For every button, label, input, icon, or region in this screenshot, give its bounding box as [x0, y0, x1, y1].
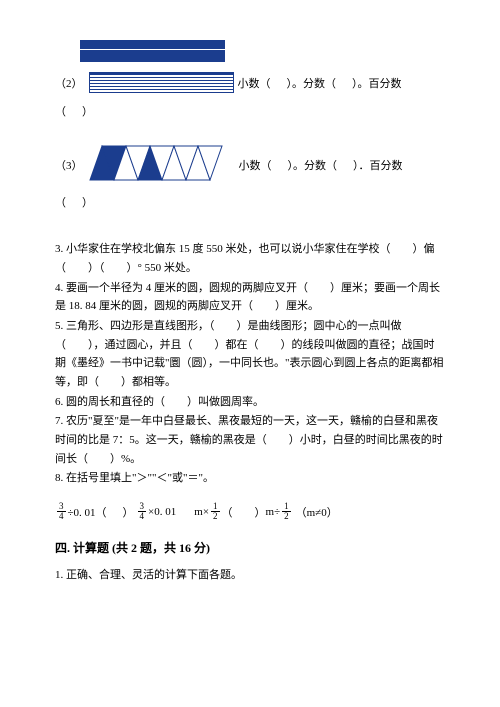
q2-tail-open: （	[55, 103, 66, 119]
q2-text-fraction: ）。分数（	[287, 75, 337, 91]
math-item-1: 34 ÷0. 01（ ） 34 ×0. 01	[55, 502, 176, 521]
question-5: 5. 三角形、四边形是直线图形，（ ）是曲线图形；圆中心的一点叫做（ ），通过圆…	[55, 317, 445, 392]
frac-den: 4	[138, 512, 147, 521]
q3-tail-open: （	[55, 194, 66, 210]
section-4-sub1: 1. 正确、合理、灵活的计算下面各题。	[55, 566, 445, 582]
math-lhs: m×	[194, 506, 209, 518]
math-mid: ）	[123, 504, 134, 520]
question-6: 6. 圆的周长和直径的（ ）叫做圆周率。	[55, 393, 445, 412]
q2-label: （2）	[55, 75, 83, 91]
q2-figure-top	[80, 40, 445, 62]
q3-tail-close: ）	[82, 194, 93, 210]
q3-text-percent: ）．百分数	[353, 157, 403, 173]
q2-figure-bottom	[89, 72, 234, 93]
math-tail: ×0. 01	[148, 506, 176, 518]
q3-text-fraction: ）。分数（	[288, 157, 338, 173]
frac-den: 2	[282, 512, 291, 521]
frac-den: 4	[57, 512, 66, 521]
question-8: 8. 在括号里填上"＞""＜"或"＝"。	[55, 469, 445, 488]
math-cond: （m≠0）	[296, 504, 338, 520]
question-7: 7. 农历"夏至"是一年中白昼最长、黑夜最短的一天，这一天，赣榆的白昼和黑夜时间…	[55, 412, 445, 468]
q2-text-decimal: 小数（	[238, 75, 271, 91]
math-item-2: m× 12 （ ） m÷ 12 （m≠0）	[194, 502, 337, 521]
question-4: 4. 要画一个半径为 4 厘米的圆，圆规的两脚应叉开（ ）厘米；要画一个周长是 …	[55, 279, 445, 316]
q3-text-decimal: 小数（	[239, 157, 272, 173]
math-comparison-row: 34 ÷0. 01（ ） 34 ×0. 01 m× 12 （ ） m÷ 12 （…	[55, 502, 445, 521]
question-3: 3. 小华家住在学校北偏东 15 度 550 米处，也可以说小华家住在学校（ ）…	[55, 240, 445, 277]
section-4-header: 四. 计算题 (共 2 题，共 16 分)	[55, 539, 445, 556]
q2-text-percent: ）。百分数	[352, 75, 402, 91]
q2-tail-close: ）	[82, 103, 93, 119]
math-mid-2: （ ）	[222, 504, 266, 520]
math-rhs: m÷	[266, 506, 281, 518]
q3-figure-triangles	[89, 145, 235, 184]
q3-label: （3）	[55, 157, 83, 173]
frac-den: 2	[211, 512, 220, 521]
math-op: ÷0. 01（	[68, 504, 107, 520]
